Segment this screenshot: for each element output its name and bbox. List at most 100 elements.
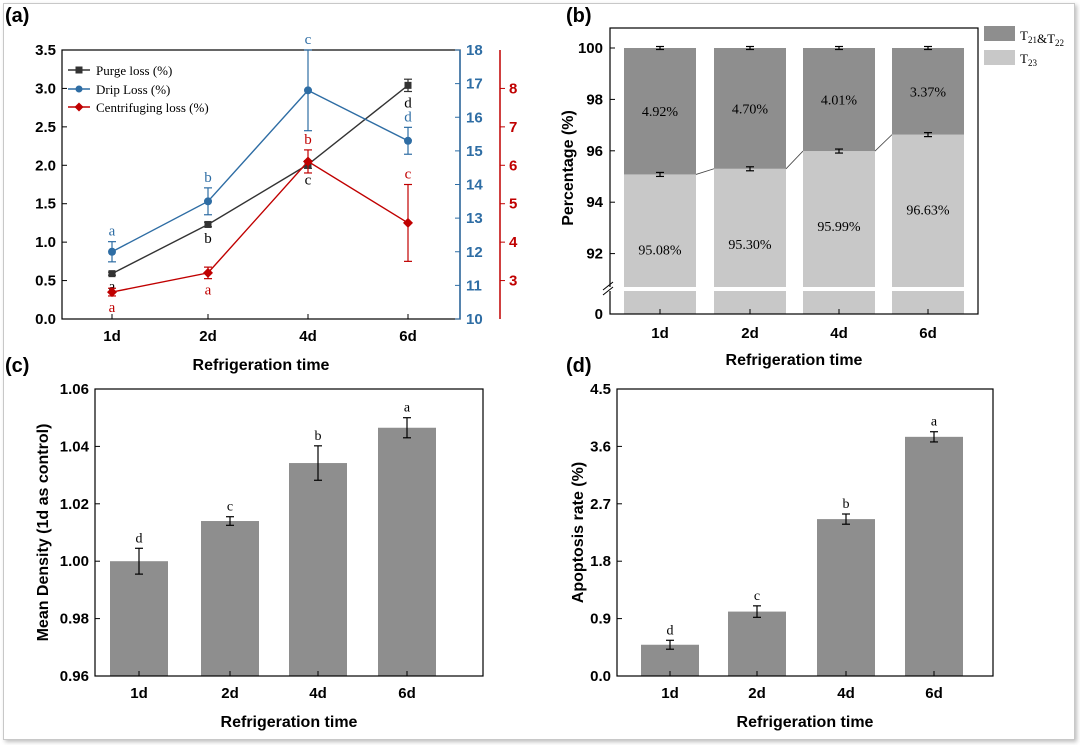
panel-a-point-circle	[204, 197, 212, 206]
panel-b-plot-frame	[609, 27, 979, 315]
panel-d-bar	[641, 644, 699, 676]
panel-a-right1-tick-label: 13	[466, 210, 483, 227]
panel-a-legend-label: Purge loss (%)	[96, 63, 172, 78]
panel-b-legend-text-part: &	[1037, 31, 1047, 46]
panel-b-bar-T21-T22	[714, 48, 786, 169]
panel-b-legend-text-part: T	[1020, 28, 1028, 43]
panel-b-y-axis-title: Percentage (%)	[560, 110, 577, 226]
panel-a-significance-letter: a	[109, 279, 116, 295]
panel-b-bar-value-label: 4.92%	[642, 105, 679, 120]
panel-c-error-bar	[403, 417, 411, 439]
panel-d-significance-letter: b	[843, 497, 850, 512]
panel-b-legend-text-part: 23	[1028, 58, 1038, 68]
panel-d-y-tick-label: 1.8	[590, 553, 611, 570]
panel-a-significance-letter: c	[405, 167, 412, 183]
panel-a-label: (a)	[5, 5, 29, 27]
panel-a-significance-letter: a	[109, 224, 116, 240]
panel-b-bar-value-label: 4.01%	[821, 94, 858, 109]
panel-d-y-tick-label: 0.9	[590, 611, 611, 628]
panel-d-bar	[728, 611, 786, 676]
panel-b-legend-swatch-T21-T22	[984, 26, 1015, 41]
figure-frame	[3, 3, 1075, 740]
panel-a-left-tick-label: 0.5	[35, 273, 56, 290]
panel-c-label: (c)	[5, 355, 29, 377]
panel-b-bar-value-label: 96.63%	[906, 204, 950, 219]
panel-a-significance-letter: c	[305, 32, 312, 48]
panel-a-point-diamond	[303, 156, 313, 167]
panel-a-significance-letter: d	[404, 109, 412, 125]
panel-c-x-tick-label: 6d	[398, 685, 416, 702]
panel-b-y-tick-label: 94	[586, 194, 603, 211]
panel-c-bar	[201, 521, 259, 676]
panel-b-y-tick-label: 96	[586, 143, 603, 160]
panel-a-right1-tick-label: 10	[466, 311, 483, 328]
panel-a-significance-letter: b	[204, 170, 212, 186]
panel-b-connector-line	[785, 150, 804, 170]
panel-d-y-tick-label: 3.6	[590, 438, 611, 455]
panel-b-bar-value-label: 4.70%	[732, 102, 769, 117]
panel-d-x-tick-label: 2d	[748, 685, 766, 702]
panel-b-axis-break-band	[610, 287, 978, 291]
panel-d-plot-frame	[616, 388, 994, 677]
panel-b-bar-T23	[803, 151, 875, 287]
panel-a-significance-letter: b	[204, 231, 212, 247]
panel-b-error-bar-lower	[656, 171, 664, 178]
panel-b-bar-T23	[624, 174, 696, 287]
panel-b-bar-base	[892, 291, 964, 314]
panel-b-axis-break-mark	[602, 286, 614, 296]
panel-b-label: (b)	[566, 5, 592, 27]
panel-b-y-tick-label: 98	[586, 91, 603, 108]
panel-c-y-tick-label: 1.02	[60, 496, 89, 513]
panel-a-significance-letter: d	[404, 96, 412, 112]
panel-d-error-bar	[666, 639, 674, 650]
panel-b-bar-value-label: 95.08%	[638, 243, 682, 258]
panel-c-error-bar	[226, 516, 234, 526]
panel-b-bar-T21-T22	[803, 48, 875, 152]
panel-c-x-axis-title: Refrigeration time	[221, 714, 358, 731]
panel-c-significance-letter: b	[315, 429, 322, 444]
panel-b-bar-base	[624, 291, 696, 314]
panel-a-point-square	[404, 81, 412, 89]
panel-b-legend-text-part: T	[1047, 31, 1055, 46]
panel-a-series-line-0	[111, 84, 409, 275]
panel-b-error-bar-upper	[746, 45, 754, 51]
panel-a-point-diamond	[107, 287, 117, 298]
panel-a-significance-letter: c	[305, 172, 312, 188]
panel-a-legend-marker-square	[75, 66, 83, 74]
panel-a-left-tick-label: 3.5	[35, 42, 56, 59]
panel-c-significance-letter: d	[136, 531, 143, 546]
panel-b-bar-T21-T22	[624, 48, 696, 175]
panel-c-y-tick-label: 0.96	[60, 668, 89, 685]
panel-b-connector-line	[695, 168, 715, 175]
panel-b-x-tick-label: 1d	[651, 325, 669, 342]
panel-b-bar-T21-T22	[892, 48, 964, 135]
panel-b-error-bar-upper	[924, 45, 932, 51]
panel-a-right2-tick-label: 5	[509, 196, 517, 213]
panel-c-y-axis-title: Mean Density (1d as control)	[35, 424, 52, 642]
panel-b-bar-base	[803, 291, 875, 314]
panel-b-legend-label-T21-T22: T21&T22	[1020, 28, 1064, 48]
panel-c-bar	[289, 463, 347, 676]
panel-b-y-tick-label: 92	[586, 246, 603, 263]
panel-b-x-axis-title: Refrigeration time	[726, 352, 863, 369]
panel-d-x-tick-label: 1d	[661, 685, 679, 702]
panel-a-right2-tick-label: 3	[509, 273, 517, 290]
panel-d-bar	[817, 519, 875, 676]
panel-d-error-bar	[930, 431, 938, 443]
panel-c-y-tick-label: 1.04	[60, 438, 90, 455]
panel-a-left-tick-label: 3.0	[35, 80, 56, 97]
panel-b-bar-T23	[714, 168, 786, 287]
panel-a-point-circle	[108, 247, 116, 256]
panel-b-error-bar-lower	[924, 132, 932, 138]
panel-b-x-tick-label: 6d	[919, 325, 937, 342]
panel-c-bar	[378, 427, 436, 676]
panel-b-error-bar-upper	[835, 45, 843, 51]
panel-b-legend-text-part: T	[1020, 51, 1028, 66]
panel-c-y-tick-label: 0.98	[60, 611, 89, 628]
panel-b-x-tick-label: 2d	[741, 325, 759, 342]
panel-a-legend-label: Drip Loss (%)	[96, 82, 170, 97]
panel-c-significance-letter: c	[227, 500, 233, 515]
panel-d-x-axis-title: Refrigeration time	[737, 714, 874, 731]
panel-c-error-bar	[314, 445, 322, 481]
